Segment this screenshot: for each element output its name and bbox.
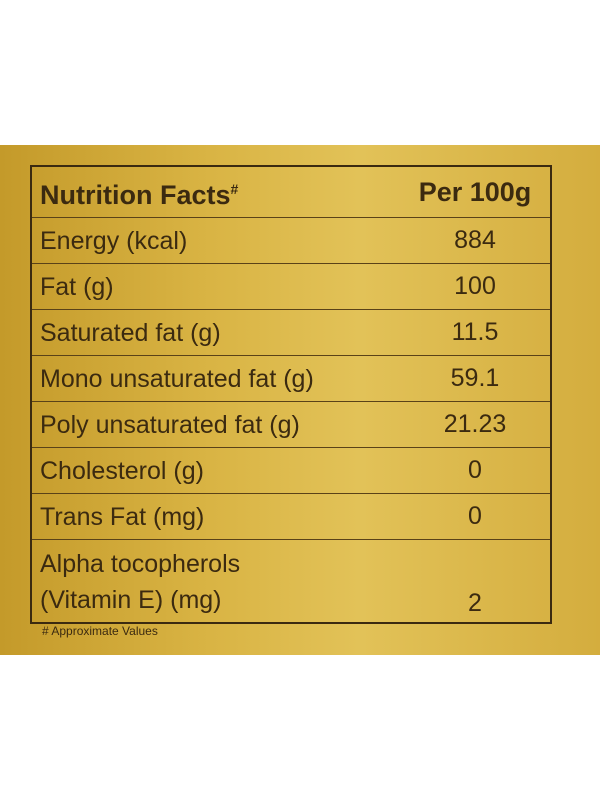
- nutrient-value: 11.5: [451, 318, 499, 346]
- table-row: Alpha tocopherols (Vitamin E) (mg) 2: [32, 540, 550, 622]
- table-row: Energy (kcal) 884: [32, 218, 550, 264]
- nutrient-value: 884: [454, 226, 496, 254]
- header-row: Nutrition Facts# Per 100g: [32, 167, 550, 218]
- nutrient-name: Mono unsaturated fat (g): [40, 364, 314, 393]
- nutrient-name: Trans Fat (mg): [40, 502, 205, 531]
- label-panel: Nutrition Facts# Per 100g Energy (kcal) 8…: [0, 145, 600, 655]
- nutrient-name: Poly unsaturated fat (g): [40, 410, 300, 439]
- nutrient-name: Fat (g): [40, 272, 114, 301]
- nutrition-table: Nutrition Facts# Per 100g Energy (kcal) 8…: [30, 165, 552, 624]
- table-row: Poly unsaturated fat (g) 21.23: [32, 402, 550, 448]
- table-row: Trans Fat (mg) 0: [32, 494, 550, 540]
- column-header: Per 100g: [418, 176, 532, 207]
- title-mark: #: [230, 181, 239, 197]
- nutrient-value: 21.23: [443, 410, 507, 438]
- table-row: Mono unsaturated fat (g) 59.1: [32, 356, 550, 402]
- table-row: Cholesterol (g) 0: [32, 448, 550, 494]
- nutrient-value: 59.1: [450, 364, 500, 392]
- header-title: Nutrition Facts#: [32, 171, 400, 213]
- nutrient-value: 100: [454, 272, 496, 300]
- nutrient-value: 0: [468, 502, 482, 530]
- nutrient-name: Energy (kcal): [40, 226, 188, 255]
- nutrient-name: Cholesterol (g): [40, 456, 204, 485]
- nutrient-value: 0: [468, 456, 482, 484]
- nutrient-name: Alpha tocopherols (Vitamin E) (mg): [40, 550, 241, 614]
- footnote: # Approximate Values: [42, 624, 158, 638]
- rows: Energy (kcal) 884 Fat (g) 100 Saturated fat …: [32, 218, 550, 622]
- title: Nutrition Facts: [40, 180, 231, 210]
- nutrient-name: Saturated fat (g): [40, 318, 221, 347]
- nutrient-value: 2: [468, 589, 482, 617]
- table-row: Fat (g) 100: [32, 264, 550, 310]
- table-row: Saturated fat (g) 11.5: [32, 310, 550, 356]
